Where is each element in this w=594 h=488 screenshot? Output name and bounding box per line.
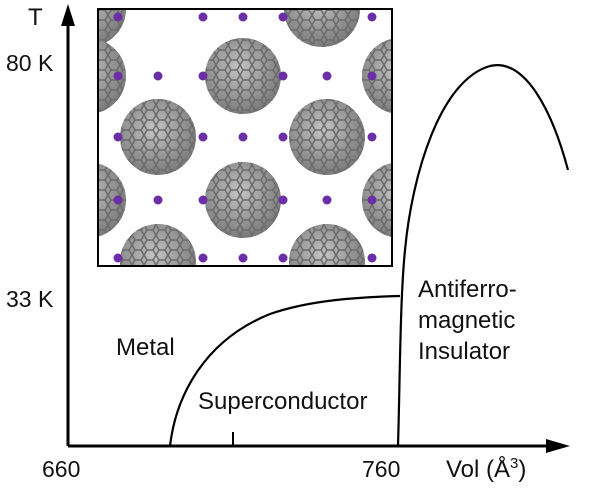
x-axis-label-text: Vol (Å — [446, 456, 511, 483]
region-label-superconductor: Superconductor — [198, 388, 368, 415]
y-axis-arrow — [61, 4, 75, 26]
afm-label-line-2: magnetic — [418, 307, 516, 334]
superconductor-boundary — [168, 294, 401, 447]
region-label-afm-insulator: Antiferro- magnetic Insulator — [418, 274, 517, 367]
fullerene-cages — [98, 9, 392, 266]
x-tick-label-760: 760 — [362, 456, 401, 482]
x-tick-label-660: 660 — [42, 456, 81, 482]
afm-label-line-3: Insulator — [418, 338, 511, 365]
afm-label-line-1: Antiferro- — [418, 276, 517, 303]
alkali-atoms — [113, 12, 377, 263]
y-axis-label: T — [28, 4, 43, 31]
afm-boundary — [396, 64, 570, 447]
y-tick-label-80k: 80 K — [6, 50, 54, 76]
x-axis-label-close: ) — [518, 456, 527, 483]
x-axis-label: Vol (Å3) — [446, 456, 526, 482]
region-label-metal: Metal — [116, 334, 175, 361]
inset-lattice-image — [97, 8, 393, 267]
x-axis-label-exponent: 3 — [510, 455, 519, 472]
y-tick-label-33k: 33 K — [6, 286, 54, 312]
x-axis-arrow — [546, 439, 570, 453]
